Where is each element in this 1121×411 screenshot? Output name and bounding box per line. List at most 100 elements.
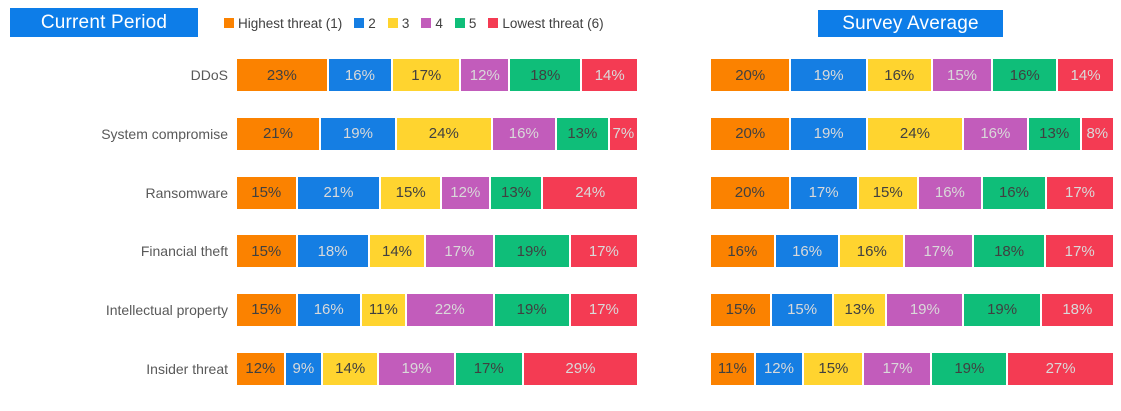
segment-value-label: 15% — [725, 301, 756, 319]
stacked-bar-survey-average: 20% 19% 16% 15% 16% 14% — [711, 59, 1113, 92]
segment-value-label: 19% — [813, 66, 844, 84]
bar-segment: 14% — [322, 352, 378, 385]
category-label: Ransomware — [145, 184, 228, 201]
segment-value-label: 15% — [251, 301, 282, 319]
segment-value-label: 16% — [344, 66, 375, 84]
bar-segment: 27% — [1008, 352, 1114, 385]
bar-segment: 17% — [905, 235, 972, 268]
bar-segment: 22% — [406, 293, 493, 326]
bar-segment: 12% — [441, 176, 489, 209]
legend-item: 3 — [387, 15, 410, 31]
bar-segment: 19% — [932, 352, 1007, 385]
segment-value-label: 18% — [317, 242, 348, 260]
segment-value-label: 12% — [763, 360, 794, 378]
segment-value-label: 11% — [368, 301, 398, 319]
segment-value-label: 16% — [934, 184, 965, 202]
legend-label: 5 — [468, 15, 477, 31]
segment-value-label: 19% — [987, 301, 1018, 319]
bar-segment: 16% — [297, 293, 360, 326]
stacked-bar-current-period: 15% 18% 14% 17% 19% 17% — [237, 235, 637, 268]
bar-segment: 16% — [867, 59, 931, 92]
segment-value-label: 8% — [1086, 125, 1109, 143]
segment-value-label: 17% — [473, 360, 504, 378]
bar-segment: 19% — [964, 293, 1040, 326]
bar-segment: 15% — [858, 176, 917, 209]
segment-value-label: 9% — [292, 360, 315, 378]
legend-label: 3 — [401, 15, 410, 31]
chart-row: Intellectual property 15% 16% 11% 22% 19% 17% 1… — [0, 293, 1121, 326]
legend-label: Lowest threat (6) — [502, 15, 604, 31]
bar-segment: 9% — [285, 352, 321, 385]
segment-value-label: 24% — [899, 125, 930, 143]
segment-value-label: 14% — [335, 360, 366, 378]
segment-value-label: 15% — [818, 360, 849, 378]
category-label: System compromise — [101, 125, 228, 142]
bar-segment: 17% — [864, 352, 931, 385]
bar-segment: 13% — [557, 117, 608, 150]
bar-segment: 18% — [973, 235, 1045, 268]
segment-value-label: 17% — [588, 242, 619, 260]
bar-segment: 17% — [426, 235, 493, 268]
segment-value-label: 19% — [516, 242, 547, 260]
stacked-bar-current-period: 21% 19% 24% 16% 13% 7% — [237, 117, 637, 150]
segment-value-label: 15% — [395, 184, 426, 202]
segment-value-label: 19% — [342, 125, 373, 143]
segment-value-label: 14% — [1070, 66, 1101, 84]
bar-segment: 15% — [237, 176, 296, 209]
segment-value-label: 16% — [727, 242, 758, 260]
segment-value-label: 15% — [251, 184, 282, 202]
legend-swatch-icon — [421, 18, 432, 28]
bar-segment: 20% — [711, 59, 790, 92]
bar-segment: 24% — [867, 117, 962, 150]
segment-value-label: 17% — [1064, 184, 1096, 202]
segment-value-label: 16% — [508, 125, 539, 143]
chart-row: Financial theft 15% 18% 14% 17% 19% 17% 16% 16% 1… — [0, 235, 1121, 268]
segment-value-label: 19% — [909, 301, 940, 319]
bar-segment: 19% — [320, 117, 395, 150]
segment-value-label: 27% — [1045, 360, 1076, 378]
bar-segment: 14% — [369, 235, 425, 268]
legend-item: Highest threat (1) — [224, 16, 342, 31]
legend-swatch-icon — [488, 18, 499, 28]
segment-value-label: 16% — [884, 66, 915, 84]
category-label: Intellectual property — [105, 301, 228, 318]
bar-segment: 18% — [510, 59, 581, 92]
segment-value-label: 24% — [575, 184, 606, 202]
chart-row: Insider threat 12% 9% 14% 19% 17% 29% 11% 12% 15%… — [0, 352, 1121, 385]
segment-value-label: 17% — [808, 184, 839, 202]
bar-segment: 17% — [1046, 235, 1113, 268]
bar-segment: 13% — [490, 176, 542, 209]
legend-item: 5 — [454, 15, 477, 31]
bar-segment: 15% — [381, 176, 440, 209]
bar-segment: 21% — [297, 176, 380, 209]
bar-segment: 11% — [711, 352, 754, 385]
segment-value-label: 17% — [444, 242, 475, 260]
segment-value-label: 16% — [998, 184, 1029, 202]
legend-item: 2 — [354, 16, 376, 31]
bar-segment: 11% — [361, 293, 405, 326]
bar-segment: 24% — [543, 176, 637, 209]
segment-value-label: 29% — [565, 360, 596, 378]
bar-segment: 19% — [791, 59, 866, 92]
segment-value-label: 15% — [787, 301, 818, 319]
legend-label: 4 — [435, 15, 443, 31]
bar-segment: 17% — [1047, 176, 1113, 209]
segment-value-label: 13% — [1039, 125, 1070, 143]
bar-segment: 16% — [993, 59, 1057, 92]
segment-value-label: 12% — [469, 66, 500, 84]
bar-segment: 15% — [804, 352, 863, 385]
bar-segment: 17% — [790, 176, 857, 209]
bar-segment: 16% — [982, 176, 1046, 209]
segment-value-label: 16% — [980, 125, 1011, 143]
segment-value-label: 17% — [923, 242, 954, 260]
segment-value-label: 17% — [882, 360, 913, 378]
segment-value-label: 18% — [530, 66, 561, 84]
bar-segment: 23% — [237, 59, 327, 92]
segment-value-label: 16% — [1009, 66, 1040, 84]
bar-segment: 17% — [455, 352, 522, 385]
bar-segment: 21% — [237, 117, 319, 150]
stacked-bar-survey-average: 20% 17% 15% 16% 16% 17% — [711, 176, 1113, 209]
segment-value-label: 12% — [450, 184, 481, 202]
bar-segment: 15% — [711, 293, 771, 326]
category-label: DDoS — [190, 67, 228, 84]
